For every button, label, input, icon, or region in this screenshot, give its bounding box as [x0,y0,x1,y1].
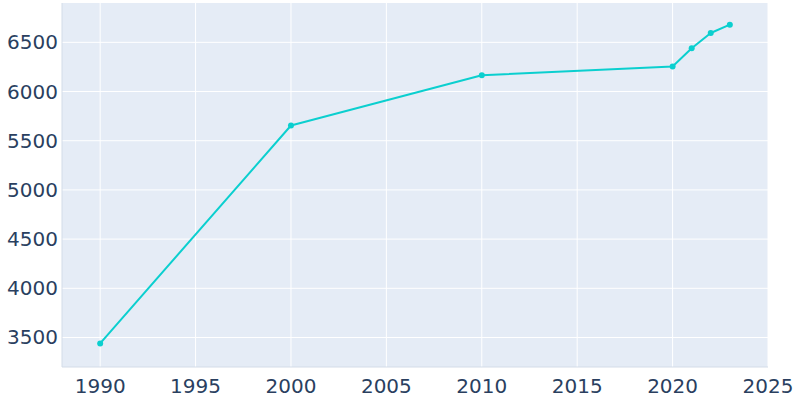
x-tick-label: 2005 [361,374,412,398]
data-point [479,72,485,78]
x-tick-label: 2015 [552,374,603,398]
x-grid-line [195,3,196,367]
x-grid-line [386,3,387,367]
data-line [100,25,730,344]
x-tick-label: 2000 [266,374,317,398]
chart-svg: 1990 1995 2000 2005 2010 2015 2020 2025 3500 4000… [0,0,800,400]
grid [62,3,768,367]
x-tick-label: 1995 [170,374,221,398]
y-tick-label: 4000 [7,276,58,300]
y-grid-line [62,140,768,141]
data-marks [97,22,733,347]
y-grid-line [62,42,768,43]
x-axis-line [62,367,768,368]
tick-labels: 1990 1995 2000 2005 2010 2015 2020 2025 3500 4000… [7,30,793,398]
x-grid-line [481,3,482,367]
y-grid-line [62,288,768,289]
data-point [689,45,695,51]
x-grid-line [768,3,769,367]
x-grid-line [672,3,673,367]
x-tick-label: 2010 [456,374,507,398]
chart-container: 1990 1995 2000 2005 2010 2015 2020 2025 3500 4000… [0,0,800,400]
y-tick-label: 3500 [7,325,58,349]
y-tick-label: 5500 [7,129,58,153]
x-grid-line [577,3,578,367]
plot-background [62,3,768,367]
x-grid-line [290,3,291,367]
data-point [670,63,676,69]
y-tick-label: 4500 [7,227,58,251]
data-point [727,22,733,28]
y-tick-label: 5000 [7,178,58,202]
y-tick-label: 6000 [7,80,58,104]
data-point [97,340,103,346]
y-grid-line [62,239,768,240]
y-tick-label: 6500 [7,30,58,54]
x-grid-line [100,3,101,367]
x-tick-label: 1990 [75,374,126,398]
data-point [708,30,714,36]
y-axis-line [62,3,63,367]
x-tick-label: 2020 [647,374,698,398]
x-tick-label: 2025 [743,374,794,398]
data-point [288,122,294,128]
y-grid-line [62,337,768,338]
y-grid-line [62,189,768,190]
